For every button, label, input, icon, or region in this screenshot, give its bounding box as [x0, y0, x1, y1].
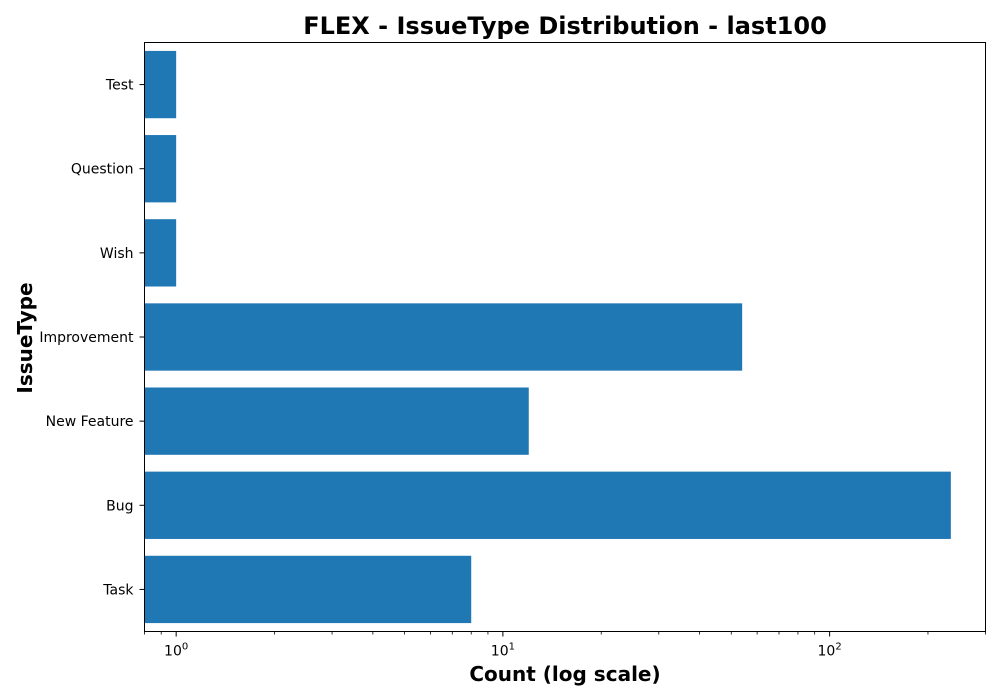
bar-wish	[144, 219, 177, 287]
y-tick-label: New Feature	[46, 414, 134, 430]
bars-group	[144, 50, 951, 624]
bar-task	[144, 555, 472, 624]
y-axis-label: IssueType	[13, 282, 37, 393]
y-tick-label: Improvement	[39, 330, 134, 346]
y-axis-ticks: Task Bug New Feature Improvement Wish Questio…	[39, 78, 145, 598]
bar-test	[144, 50, 177, 119]
chart-title: FLEX - IssueType Distribution - last100	[303, 12, 827, 40]
x-tick-label: 100	[164, 642, 188, 660]
bar-bug	[144, 471, 951, 539]
y-tick-label: Test	[105, 78, 134, 94]
bar-new-feature	[144, 387, 529, 455]
x-tick-label: 101	[491, 642, 515, 660]
y-tick-label: Question	[71, 162, 134, 178]
plot-frame	[144, 42, 986, 632]
bar-question	[144, 135, 177, 203]
y-tick-label: Task	[102, 582, 134, 598]
y-tick-label: Bug	[106, 498, 133, 514]
bar-improvement	[144, 303, 743, 371]
x-axis-ticks: 100 101 102	[144, 631, 986, 660]
y-tick-label: Wish	[100, 246, 134, 262]
x-axis-label: Count (log scale)	[469, 662, 660, 686]
x-tick-label: 102	[818, 642, 842, 660]
